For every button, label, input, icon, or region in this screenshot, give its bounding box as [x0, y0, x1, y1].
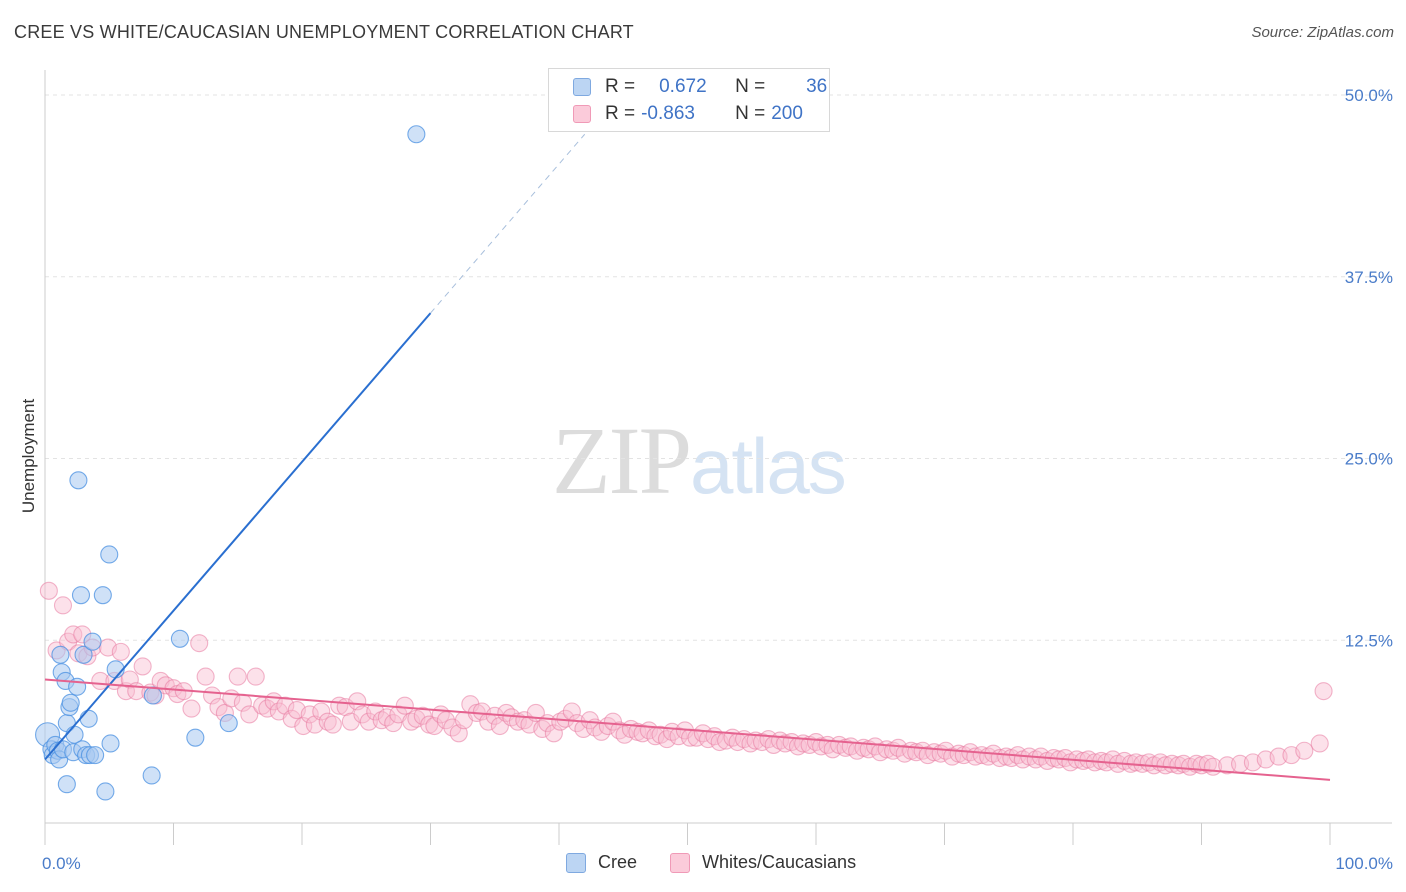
- whites-point: [1126, 753, 1146, 772]
- whites-trend-line: [44, 678, 1331, 781]
- whites-point: [372, 711, 391, 730]
- whites-point: [282, 709, 301, 728]
- whites-point: [240, 705, 259, 724]
- whites-point: [402, 712, 421, 731]
- source-label: Source: ZipAtlas.com: [1251, 24, 1394, 41]
- whites-point: [300, 705, 319, 724]
- cree-point: [170, 629, 189, 648]
- cree-point: [101, 734, 120, 753]
- whites-point: [533, 719, 552, 738]
- whites-point: [812, 737, 831, 756]
- legend-row-whites: R = -0.863 N = 200: [573, 102, 813, 126]
- whites-point: [318, 712, 337, 731]
- cree-point: [57, 775, 76, 794]
- cree-point: [93, 586, 112, 605]
- whites-point: [294, 716, 313, 736]
- cree-point: [407, 125, 426, 144]
- whites-r-label: R =: [605, 103, 636, 124]
- whites-point: [323, 715, 342, 734]
- whites-swatch: [573, 105, 591, 123]
- whites-point: [246, 667, 265, 686]
- cree-point: [142, 766, 161, 785]
- whites-point: [544, 724, 563, 743]
- whites-point: [39, 581, 58, 600]
- bottom-legend-cree: Cree: [566, 852, 637, 873]
- tick-labels: 12.5% 25.0% 37.5% 50.0% 0.0% 100.0% Unemployme…: [19, 86, 1393, 873]
- whites-point: [1198, 754, 1217, 773]
- whites-n-value: 200: [771, 103, 803, 124]
- whites-point: [425, 716, 444, 736]
- y-tick-label-3: 50.0%: [1345, 86, 1393, 105]
- whites-point: [312, 702, 331, 721]
- chart-title: CREE VS WHITE/CAUCASIAN UNEMPLOYMENT COR…: [14, 22, 634, 42]
- whites-point: [1310, 734, 1329, 753]
- whites-point: [133, 657, 152, 676]
- watermark-atlas: atlas: [690, 422, 847, 510]
- x-tick-label-1: 100.0%: [1335, 854, 1393, 873]
- y-tick-label-2: 37.5%: [1345, 268, 1393, 287]
- whites-point: [341, 712, 360, 731]
- bottom-whites-label: Whites/Caucasians: [702, 852, 857, 872]
- whites-point: [972, 746, 991, 765]
- whites-point: [693, 724, 712, 743]
- whites-point: [91, 671, 110, 691]
- cree-point: [219, 714, 238, 733]
- cree-point: [143, 686, 162, 705]
- whites-point: [1295, 741, 1314, 760]
- whites-r-value: -0.863: [641, 103, 695, 124]
- trend-lines: [44, 133, 1331, 781]
- cree-point: [79, 709, 98, 728]
- bottom-cree-swatch: [566, 852, 586, 873]
- axes: [44, 70, 1392, 845]
- cree-point: [71, 586, 91, 605]
- bottom-cree-label: Cree: [598, 852, 638, 872]
- cree-point: [86, 746, 105, 765]
- cree-r-label: R =: [605, 76, 636, 97]
- x-tick-label-0: 0.0%: [42, 854, 81, 873]
- whites-point: [1156, 756, 1175, 775]
- cree-point: [51, 645, 70, 664]
- whites-point: [1026, 750, 1045, 769]
- y-tick-label-0: 12.5%: [1345, 631, 1393, 650]
- cree-n-value: 36: [806, 76, 828, 97]
- cree-point: [69, 471, 88, 490]
- whites-point: [258, 699, 277, 718]
- whites-point: [384, 714, 403, 733]
- bottom-whites-swatch: [670, 852, 690, 873]
- whites-point: [182, 699, 201, 718]
- whites-point: [53, 596, 73, 615]
- y-axis-title: Unemployment: [19, 399, 38, 514]
- whites-point: [395, 696, 414, 715]
- cree-trend-extension: [430, 133, 586, 314]
- whites-point: [111, 642, 130, 661]
- grid-lines: [45, 94, 1392, 641]
- whites-point: [866, 737, 885, 756]
- cree-swatch: [573, 78, 591, 96]
- whites-point: [196, 667, 215, 686]
- cree-point: [74, 645, 93, 664]
- whites-point: [276, 696, 295, 715]
- whites-point: [120, 670, 139, 689]
- whites-point: [190, 634, 209, 653]
- cree-r-value: 0.672: [659, 76, 707, 97]
- bottom-legend-whites: Whites/Caucasians: [670, 852, 856, 873]
- legend-row-cree: R = 0.672 N = 36: [573, 75, 827, 99]
- whites-series: [39, 581, 1333, 776]
- cree-point: [61, 693, 80, 712]
- cree-point: [96, 782, 115, 801]
- whites-n-label: N =: [735, 103, 766, 124]
- y-tick-label-1: 25.0%: [1345, 450, 1393, 469]
- cree-series: [35, 125, 426, 801]
- cree-point: [100, 545, 119, 564]
- cree-point: [186, 728, 205, 747]
- watermark: ZIPatlas: [552, 405, 847, 516]
- whites-point: [228, 667, 247, 686]
- watermark-zip: ZIP: [552, 407, 692, 514]
- cree-point: [83, 632, 102, 651]
- whites-point: [1314, 682, 1333, 701]
- cree-n-label: N =: [735, 76, 766, 97]
- stats-legend: R = 0.672 N = 36 R = -0.863 N = 200: [548, 68, 830, 132]
